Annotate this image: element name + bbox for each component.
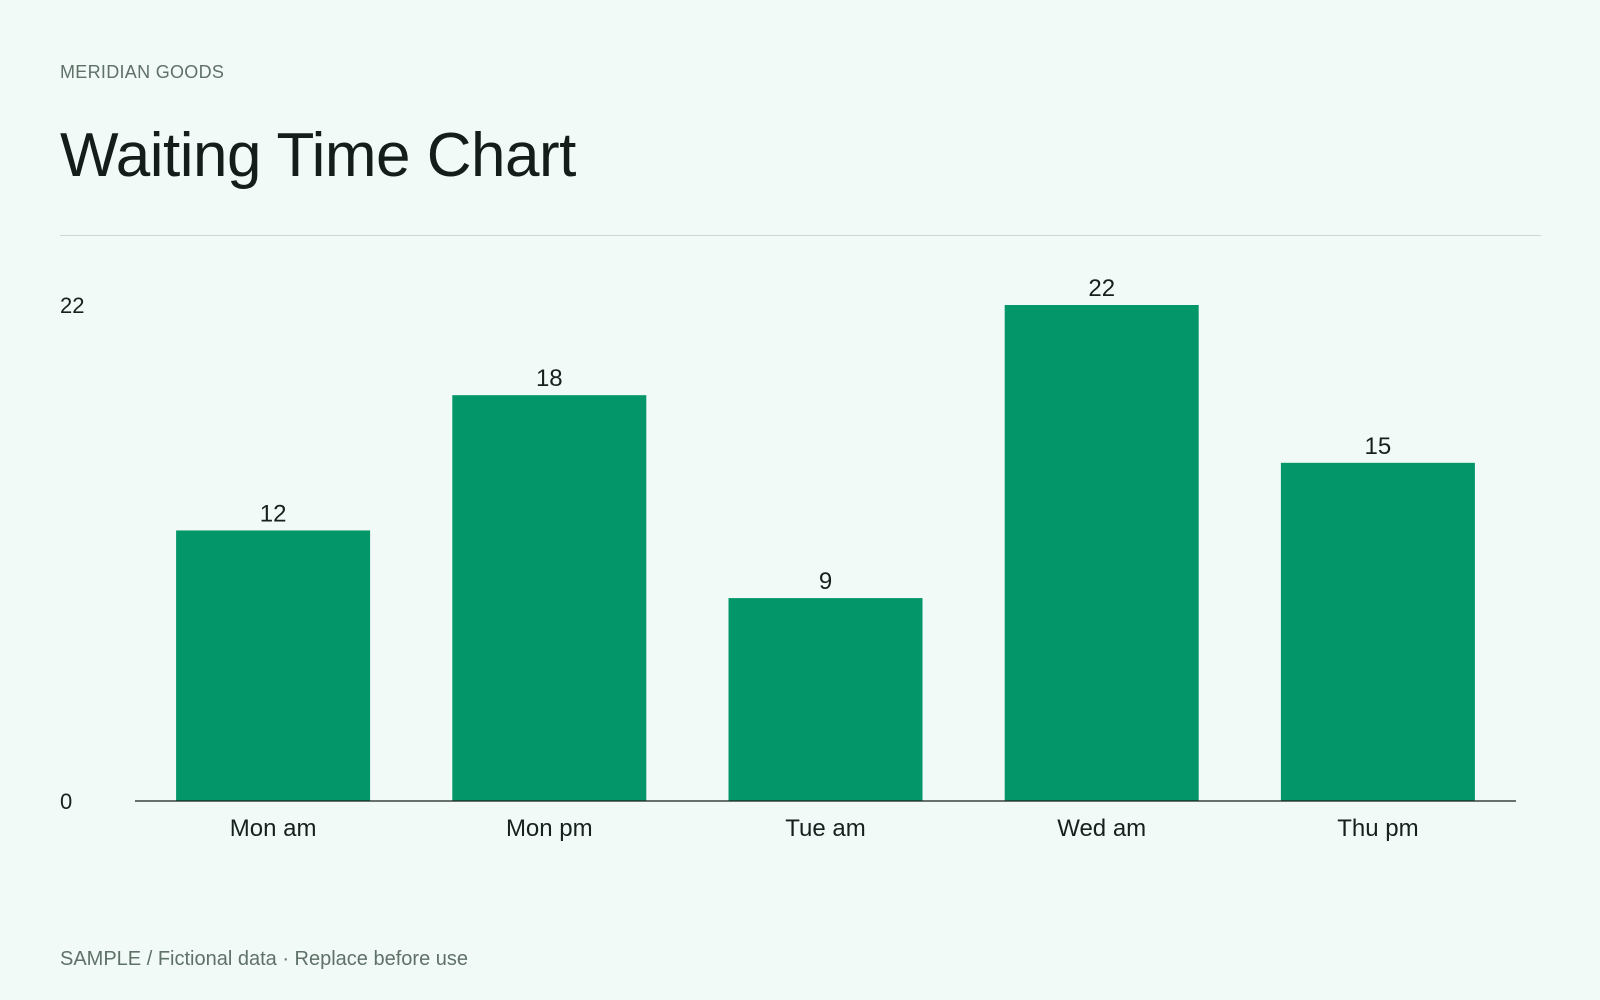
x-tick-label-4: Thu pm <box>1337 815 1418 842</box>
x-tick-label-0: Mon am <box>230 815 317 842</box>
y-tick-label-1: 22 <box>60 293 84 318</box>
header-divider <box>60 235 1541 236</box>
bar-2 <box>728 598 923 801</box>
y-tick-label-0: 0 <box>60 789 72 814</box>
x-tick-label-3: Wed am <box>1057 815 1146 842</box>
data-label-3: 22 <box>1088 275 1115 302</box>
footer-note: SAMPLE / Fictional data · Replace before… <box>60 948 468 970</box>
x-tick-label-1: Mon pm <box>506 815 593 842</box>
bar-1 <box>452 395 647 801</box>
data-label-0: 12 <box>260 500 287 527</box>
brand-name: MERIDIAN GOODS <box>60 62 225 82</box>
data-label-1: 18 <box>536 365 563 392</box>
bar-3 <box>1004 305 1199 801</box>
bar-4 <box>1280 462 1475 801</box>
bar-0 <box>176 530 371 801</box>
page-title: Waiting Time Chart <box>60 121 576 190</box>
x-tick-label-2: Tue am <box>785 815 865 842</box>
data-label-2: 9 <box>819 568 832 595</box>
data-label-4: 15 <box>1365 433 1392 460</box>
